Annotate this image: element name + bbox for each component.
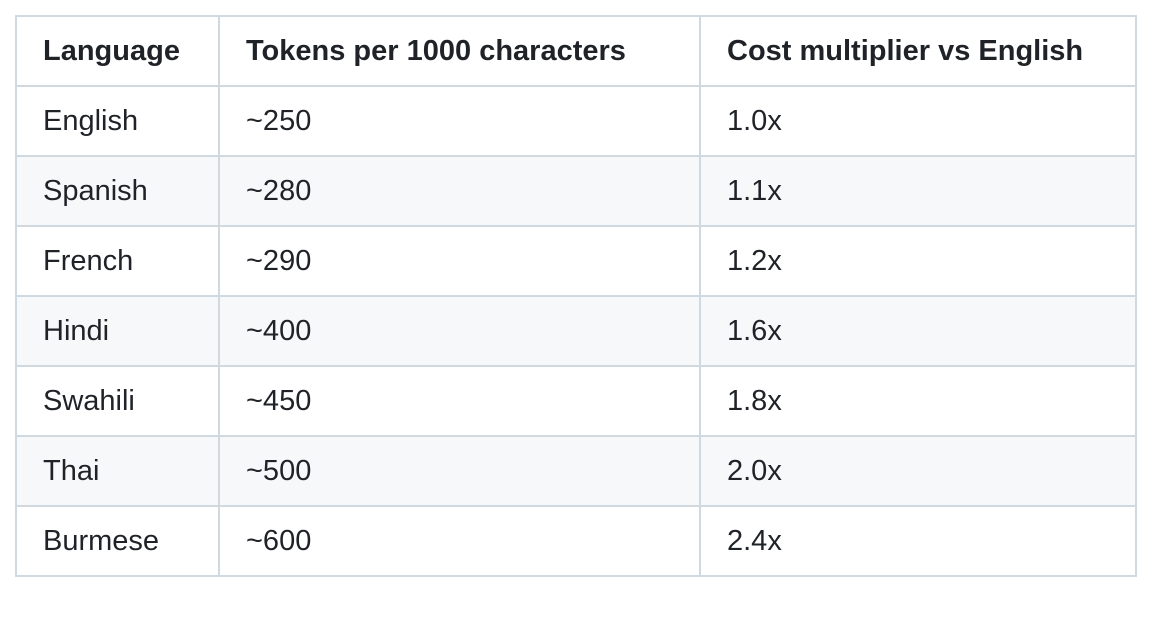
cell-cost-multiplier: 1.0x: [699, 85, 1137, 157]
language-token-table: Language Tokens per 1000 characters Cost…: [15, 15, 1137, 577]
cell-cost-multiplier: 2.0x: [699, 435, 1137, 507]
header-cost-multiplier: Cost multiplier vs English: [699, 15, 1137, 87]
cell-language: French: [15, 225, 220, 297]
header-language: Language: [15, 15, 220, 87]
table-row: Swahili ~450 1.8x: [15, 365, 1137, 437]
table-row: Thai ~500 2.0x: [15, 435, 1137, 507]
cell-cost-multiplier: 2.4x: [699, 505, 1137, 577]
cell-cost-multiplier: 1.6x: [699, 295, 1137, 367]
cell-tokens: ~400: [218, 295, 701, 367]
header-tokens: Tokens per 1000 characters: [218, 15, 701, 87]
cell-tokens: ~290: [218, 225, 701, 297]
cell-language: Spanish: [15, 155, 220, 227]
table-header: Language Tokens per 1000 characters Cost…: [15, 15, 1137, 87]
table-row: Hindi ~400 1.6x: [15, 295, 1137, 367]
cell-cost-multiplier: 1.2x: [699, 225, 1137, 297]
cell-tokens: ~280: [218, 155, 701, 227]
cell-language: Thai: [15, 435, 220, 507]
cell-tokens: ~500: [218, 435, 701, 507]
cell-tokens: ~250: [218, 85, 701, 157]
cell-cost-multiplier: 1.1x: [699, 155, 1137, 227]
cell-language: Burmese: [15, 505, 220, 577]
table-row: Burmese ~600 2.4x: [15, 505, 1137, 577]
cell-language: Swahili: [15, 365, 220, 437]
table-row: Spanish ~280 1.1x: [15, 155, 1137, 227]
cell-tokens: ~450: [218, 365, 701, 437]
cell-language: Hindi: [15, 295, 220, 367]
table-row: English ~250 1.0x: [15, 85, 1137, 157]
cell-tokens: ~600: [218, 505, 701, 577]
cell-cost-multiplier: 1.8x: [699, 365, 1137, 437]
cell-language: English: [15, 85, 220, 157]
header-row: Language Tokens per 1000 characters Cost…: [15, 15, 1137, 87]
table-container: Language Tokens per 1000 characters Cost…: [15, 15, 1137, 577]
table-row: French ~290 1.2x: [15, 225, 1137, 297]
table-body: English ~250 1.0x Spanish ~280 1.1x Fren…: [15, 85, 1137, 577]
